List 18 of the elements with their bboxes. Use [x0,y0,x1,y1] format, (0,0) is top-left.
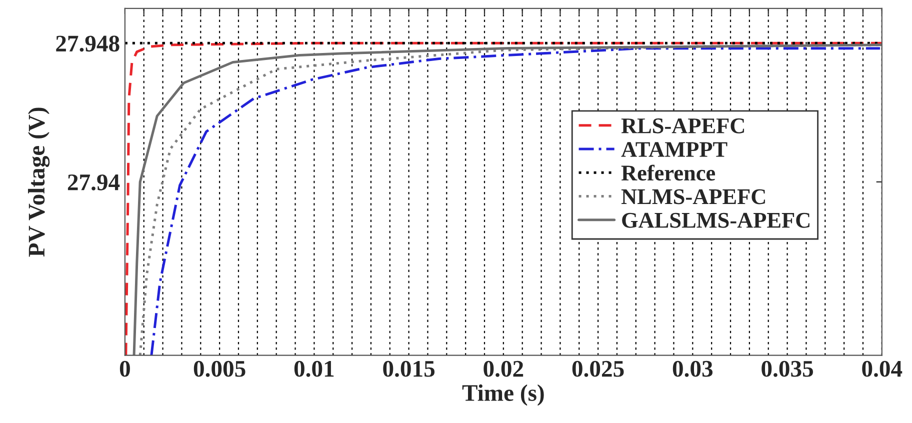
x-tick-label: 0.04 [862,360,902,377]
y-axis-title: PV Voltage (V) [28,108,50,257]
x-tick-label: 0.02 [484,360,524,377]
y-tick-label: 27.94 [68,174,120,190]
legend-label: ATAMPPT [621,142,728,157]
legend-label: NLMS-APEFC [621,189,765,204]
legend-label: Reference [621,164,716,181]
x-tick-label: 0.035 [762,360,813,377]
x-axis-title: Time (s) [462,384,544,406]
x-tick-label: 0.025 [572,360,624,377]
x-tick-label: 0.03 [672,360,713,377]
legend-label: RLS-APEFC [621,118,744,134]
x-tick-label: 0.005 [194,360,246,377]
y-tick-label: 27.948 [56,36,120,52]
x-tick-label: 0.01 [294,360,334,377]
x-tick-label: 0 [120,360,130,377]
legend-label: GALSLMS-APEFC [622,212,810,228]
x-tick-label: 0.015 [383,360,435,377]
